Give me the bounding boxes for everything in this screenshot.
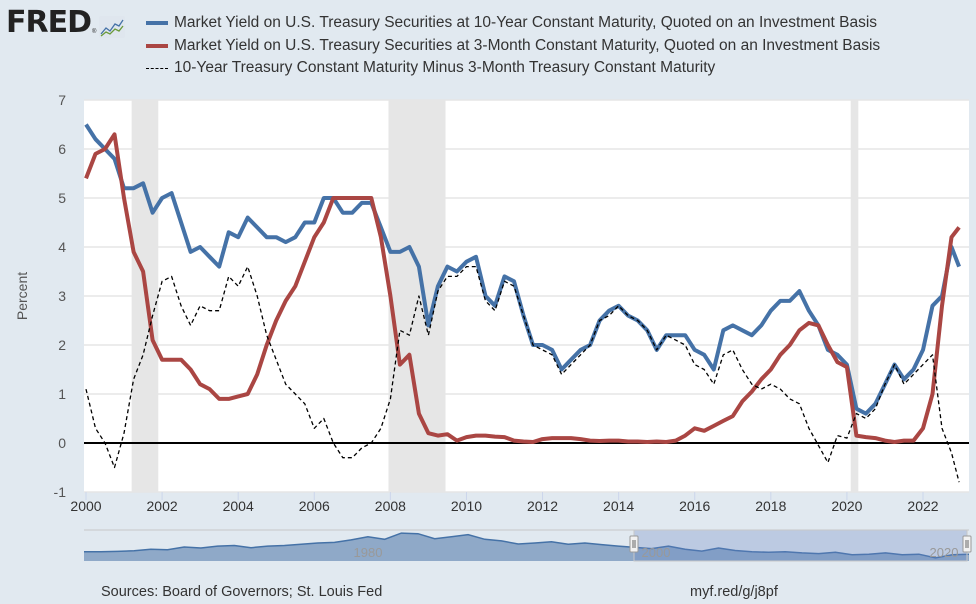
y-tick-label: 1 [58,386,66,402]
legend-label: 10-Year Treasury Constant Maturity Minus… [174,59,716,77]
logo-text: FRED [6,5,92,40]
navigator-series-line [84,532,970,559]
x-tick-label: 2020 [831,498,862,514]
x-tick-label: 2012 [527,498,558,514]
fred-logo[interactable]: FRED ® [6,5,126,40]
y-tick-label: 3 [58,288,66,304]
y-axis-label: Percent [14,272,30,320]
x-tick-label: 2008 [375,498,406,514]
navigator-selection [633,529,968,562]
legend-label: Market Yield on U.S. Treasury Securities… [174,36,881,54]
y-tick-label: 4 [58,239,66,255]
x-tick-label: 2002 [147,498,178,514]
chart-legend: Market Yield on U.S. Treasury Securities… [146,12,880,80]
legend-item-10-year[interactable]: Market Yield on U.S. Treasury Securities… [146,12,880,35]
x-tick-label: 2004 [223,498,254,514]
navigator-year-label: 1980 [354,545,383,560]
legend-swatch-3-month [146,43,168,48]
series-line-10-year [84,123,961,416]
short-url-link[interactable]: myf.red/g/j8pf [690,584,778,600]
y-tick-label: 2 [58,337,66,353]
y-tick-label: 0 [58,435,66,451]
x-tick-label: 2016 [679,498,710,514]
x-tick-label: 2010 [451,498,482,514]
y-tick-label: -1 [54,484,67,500]
y-tick-label: 6 [58,141,66,157]
navigator-area [84,533,969,561]
x-tick-label: 2022 [907,498,938,514]
y-tick-label: 5 [58,190,66,206]
x-tick-label: 2006 [299,498,330,514]
handle-body [629,535,639,553]
series-line-3-month [84,132,961,444]
legend-swatch-10-year [146,21,168,26]
x-tick-label: 2018 [755,498,786,514]
navigator-year-label: 2020 [930,545,959,560]
legend-item-spread[interactable]: 10-Year Treasury Constant Maturity Minus… [146,57,880,80]
sources-text: Sources: Board of Governors; St. Louis F… [101,584,383,600]
legend-label: Market Yield on U.S. Treasury Securities… [174,14,878,32]
x-tick-label: 2000 [70,498,101,514]
y-tick-label: 7 [58,92,66,108]
navigator-year-label: 2000 [642,545,671,560]
legend-swatch-spread [146,67,168,69]
handle-body [962,535,972,553]
navigator-right-handle[interactable] [962,535,972,553]
line-graph-icon [99,16,126,38]
x-tick-label: 2014 [603,498,634,514]
legend-item-3-month[interactable]: Market Yield on U.S. Treasury Securities… [146,35,880,58]
series-line-spread [85,265,960,483]
registered-mark: ® [92,29,97,35]
navigator-left-handle[interactable] [629,535,639,553]
